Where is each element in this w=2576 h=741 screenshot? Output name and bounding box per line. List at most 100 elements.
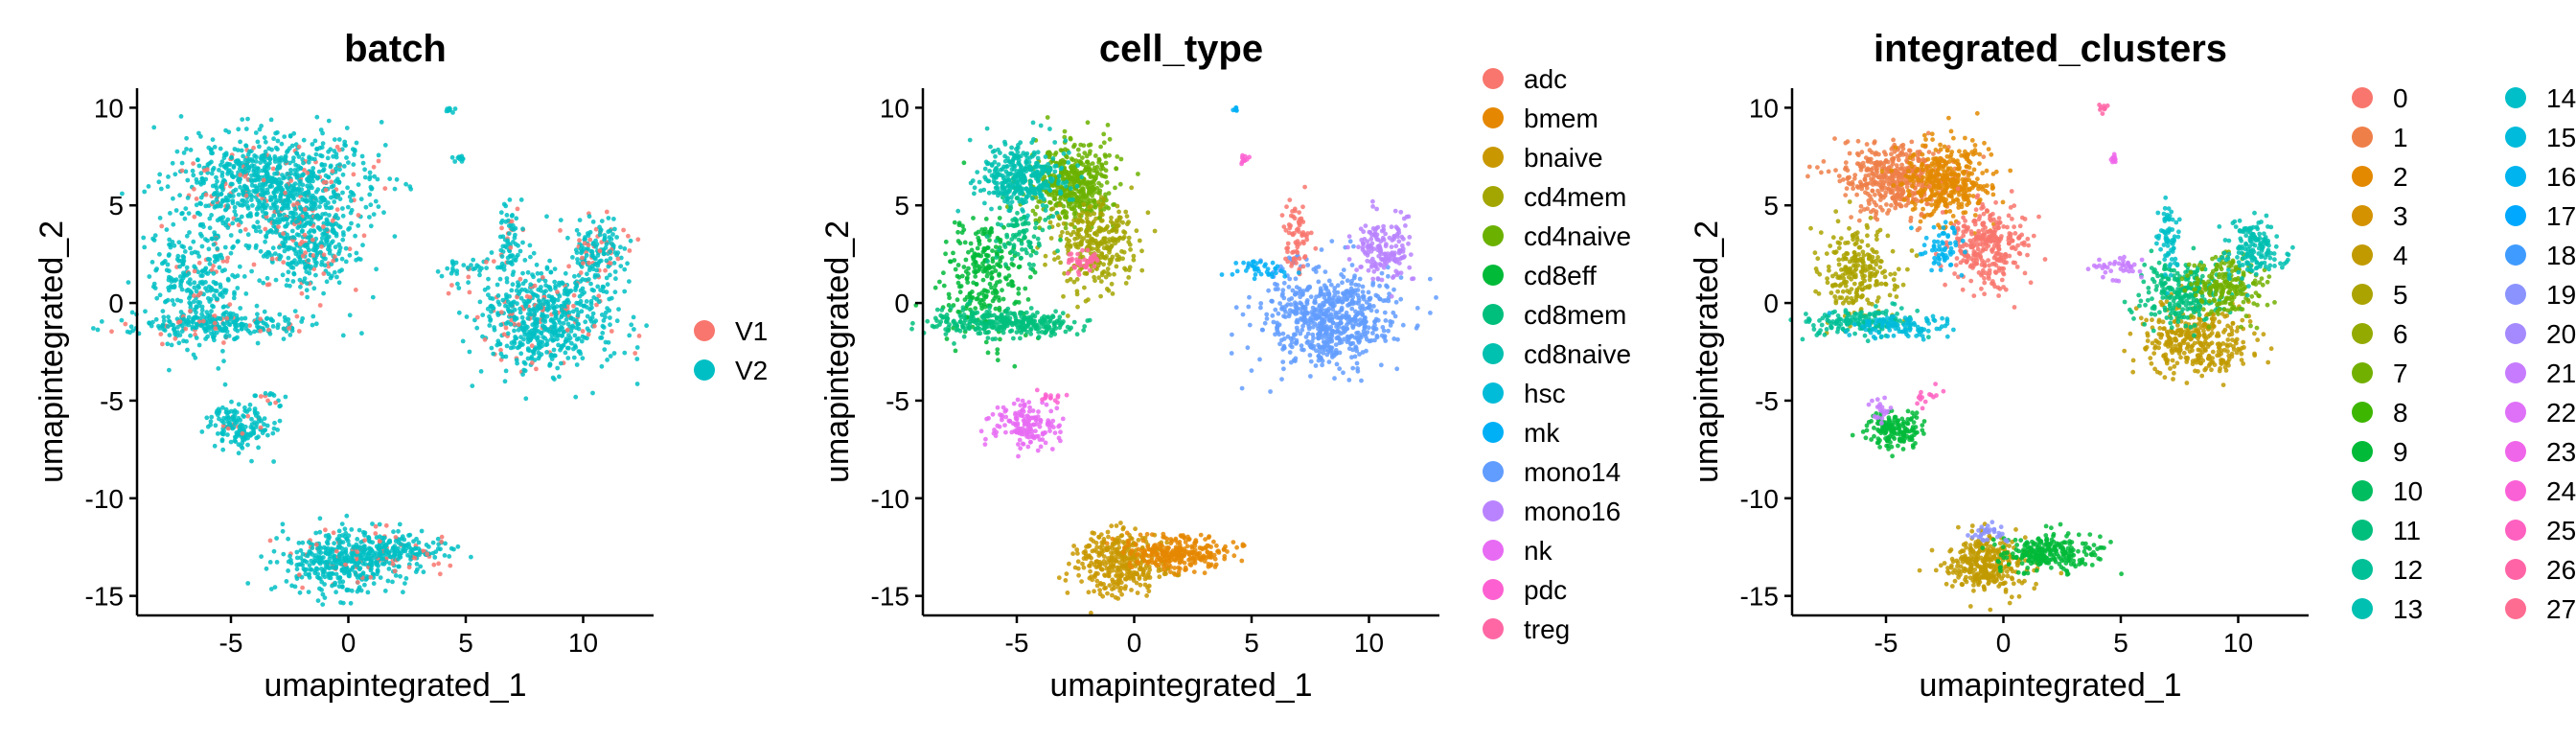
point — [281, 529, 286, 534]
point — [541, 290, 546, 295]
point — [1097, 191, 1102, 196]
point — [1005, 172, 1010, 176]
point — [187, 211, 192, 216]
point — [323, 527, 328, 532]
point — [456, 544, 461, 549]
point — [500, 254, 505, 259]
point — [474, 326, 479, 331]
point — [243, 227, 248, 232]
point — [553, 266, 558, 271]
point — [542, 336, 547, 341]
point — [325, 540, 330, 544]
point — [245, 581, 250, 586]
point — [559, 361, 564, 366]
point — [589, 299, 594, 304]
point — [271, 176, 276, 181]
point — [143, 309, 148, 313]
point — [1063, 147, 1068, 151]
point — [201, 319, 206, 324]
point — [1106, 266, 1111, 271]
point — [338, 245, 343, 250]
point — [322, 252, 327, 257]
point — [331, 169, 335, 174]
point — [581, 287, 586, 291]
point — [256, 140, 261, 145]
point — [1092, 200, 1096, 205]
point — [504, 321, 509, 326]
point — [341, 233, 346, 238]
point — [378, 522, 382, 527]
point — [287, 326, 291, 331]
point — [1056, 181, 1061, 186]
point — [1026, 297, 1031, 302]
point — [1074, 158, 1079, 163]
point — [1065, 155, 1070, 160]
point — [254, 130, 259, 135]
point — [573, 345, 578, 350]
point — [349, 527, 354, 532]
point — [284, 154, 288, 159]
point — [249, 197, 254, 202]
point — [195, 336, 199, 340]
point — [343, 143, 348, 148]
point — [288, 146, 292, 151]
point — [269, 118, 274, 123]
point — [192, 280, 196, 285]
point — [279, 180, 284, 185]
point — [193, 326, 197, 331]
point — [978, 265, 982, 269]
point — [214, 183, 218, 188]
point — [1084, 168, 1089, 173]
point — [172, 336, 177, 341]
point — [1069, 136, 1073, 141]
point — [1065, 279, 1070, 284]
point — [561, 343, 565, 348]
point — [552, 348, 557, 353]
point — [325, 238, 330, 243]
point — [504, 369, 509, 374]
point — [222, 267, 227, 272]
point — [608, 228, 612, 233]
point — [344, 155, 349, 160]
point — [991, 150, 996, 154]
point — [254, 422, 259, 427]
point — [263, 153, 267, 158]
point — [354, 258, 358, 263]
point — [601, 289, 606, 294]
point — [282, 336, 287, 341]
point — [129, 324, 134, 329]
point — [310, 218, 314, 222]
point — [622, 351, 627, 356]
point — [425, 543, 429, 547]
point — [526, 270, 531, 275]
point — [336, 557, 341, 562]
point — [195, 180, 199, 185]
point — [224, 417, 229, 422]
point — [274, 198, 279, 203]
point — [381, 210, 386, 215]
point — [528, 282, 533, 287]
point — [235, 336, 240, 340]
point — [197, 343, 202, 348]
point — [539, 271, 543, 276]
point — [1062, 209, 1067, 214]
point — [240, 149, 244, 153]
point — [192, 187, 196, 192]
point — [531, 307, 536, 312]
legend-label: V2 — [735, 356, 768, 385]
point — [255, 207, 260, 212]
point — [199, 196, 204, 200]
point — [1029, 174, 1034, 178]
point — [220, 313, 225, 317]
point — [325, 566, 330, 570]
point — [1093, 205, 1098, 210]
point — [192, 286, 196, 290]
point — [1062, 221, 1067, 226]
point — [297, 145, 302, 150]
point — [479, 369, 484, 374]
point — [284, 224, 288, 229]
point — [545, 266, 550, 270]
point — [302, 567, 307, 571]
point — [297, 329, 302, 334]
point — [166, 184, 171, 189]
